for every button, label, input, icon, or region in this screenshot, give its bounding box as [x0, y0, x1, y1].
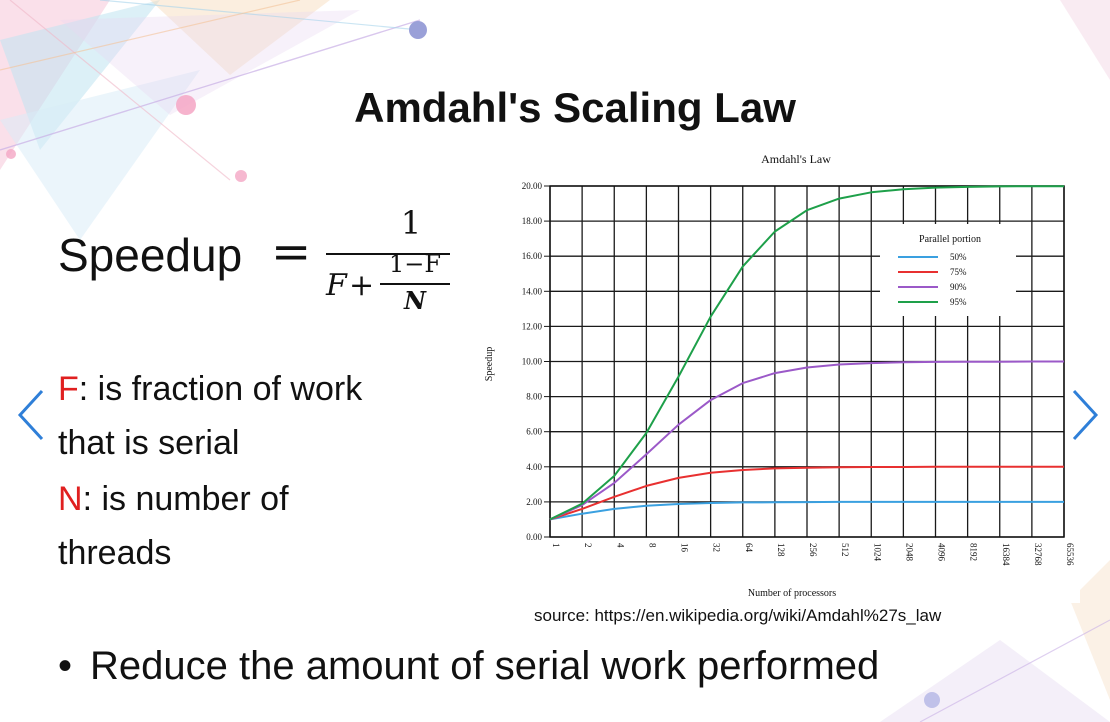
- decor-line: [99, 0, 421, 31]
- chevron-left-icon[interactable]: [12, 385, 52, 445]
- x-tick-label: 8: [647, 543, 657, 548]
- x-tick-label: 16: [680, 543, 690, 553]
- decor-dot: [6, 149, 16, 159]
- y-tick-label: 2.00: [526, 497, 542, 507]
- y-axis-label: Speedup: [484, 347, 495, 381]
- legend-entry: 95%: [950, 297, 967, 307]
- formula-sub-fraction-bar: [380, 283, 450, 285]
- decor-dot: [176, 95, 196, 115]
- slide-title: Amdahl's Scaling Law: [354, 84, 796, 131]
- decor-dot: [924, 692, 940, 708]
- x-axis-label: Number of processors: [748, 588, 836, 599]
- definition-line: N: is number of: [58, 472, 289, 526]
- definition-f: F: is fraction of work that is serial: [58, 362, 362, 470]
- amdahl-chart: 1 2 4 8 16 32 64 128 256 512 1024 2048 4096 8192 16384…: [470, 148, 1080, 603]
- decor-triangle: [150, 0, 330, 75]
- bullet-text: Reduce the amount of serial work perform…: [90, 644, 880, 688]
- legend-title: Parallel portion: [919, 234, 981, 245]
- decor-line: [919, 619, 1110, 722]
- x-tick-label: 2: [583, 543, 593, 548]
- y-tick-label: 6.00: [526, 427, 542, 437]
- series-line-90pct: [549, 360, 1064, 521]
- definition-variable: F: [58, 370, 79, 408]
- y-tick-label: 18.00: [522, 216, 543, 226]
- formula-lhs: Speedup: [58, 229, 243, 281]
- y-tick-label: 8.00: [526, 392, 542, 402]
- chart-title: Amdahl's Law: [761, 152, 831, 166]
- source-citation: source: https://en.wikipedia.org/wiki/Am…: [534, 606, 942, 625]
- definition-text: : is number of: [82, 480, 289, 518]
- legend-entry: 75%: [950, 267, 967, 277]
- x-tick-label: 4: [615, 543, 625, 548]
- x-tick-label: 256: [808, 543, 818, 557]
- x-tick-label: 32768: [1033, 543, 1043, 566]
- decor-dot: [235, 170, 247, 182]
- x-tick-label: 1: [551, 543, 561, 548]
- decor-line: [9, 0, 231, 181]
- y-tick-label: 10.00: [522, 357, 543, 367]
- decor-dot: [409, 21, 427, 39]
- definition-n: N: is number of threads: [58, 472, 289, 580]
- formula-equals: =: [271, 224, 312, 280]
- x-tick-label: 4096: [937, 543, 947, 562]
- y-tick-label: 4.00: [526, 462, 542, 472]
- definition-text: : is fraction of work: [78, 370, 363, 408]
- speedup-formula: Speedup = 1 F + 1−F N: [58, 204, 488, 336]
- legend-entry: 90%: [950, 282, 967, 292]
- formula-denominator-f: F: [326, 268, 347, 303]
- definition-line: threads: [58, 534, 172, 572]
- decor-triangle: [880, 640, 1110, 722]
- bullet-point: • Reduce the amount of serial work perfor…: [58, 644, 879, 689]
- formula-fraction-bar: [326, 253, 450, 255]
- y-tick-label: 0.00: [526, 532, 542, 542]
- legend-entry: 50%: [950, 252, 967, 262]
- decor-triangle: [0, 70, 200, 240]
- series-line-95pct: [549, 185, 1064, 521]
- decor-triangle: [1070, 560, 1110, 700]
- decor-line: [0, 0, 301, 71]
- y-tick-label: 20.00: [522, 181, 543, 191]
- x-tick-label: 1024: [872, 543, 882, 562]
- definition-line: F: is fraction of work: [58, 362, 362, 416]
- definition-variable: N: [58, 480, 83, 518]
- series-line-50pct: [549, 500, 1064, 521]
- x-tick-label: 16384: [1001, 543, 1011, 566]
- y-tick-label: 14.00: [522, 286, 543, 296]
- formula-denominator-plus: +: [349, 268, 375, 303]
- series-line-75pct: [549, 465, 1064, 521]
- formula-sub-numerator: 1−F: [388, 250, 442, 278]
- x-tick-label: 2048: [904, 543, 914, 562]
- x-tick-label: 128: [776, 543, 786, 557]
- decor-triangle: [60, 10, 360, 115]
- decor-line: [0, 19, 421, 151]
- y-tick-label: 16.00: [522, 251, 543, 261]
- legend-box: [880, 224, 1016, 316]
- formula-numerator: 1: [400, 204, 422, 242]
- chevron-right-icon[interactable]: [1064, 385, 1104, 445]
- x-tick-label: 65536: [1065, 543, 1075, 566]
- formula-sub-denominator: N: [404, 286, 426, 315]
- x-tick-label: 8192: [969, 543, 979, 561]
- x-tick-label: 32: [712, 543, 722, 552]
- decor-triangle: [1060, 0, 1110, 80]
- x-tick-label: 64: [744, 543, 754, 553]
- bullet-dot-icon: •: [58, 644, 73, 688]
- x-tick-label: 512: [840, 543, 850, 557]
- definition-line: that is serial: [58, 424, 240, 462]
- y-tick-label: 12.00: [522, 321, 543, 331]
